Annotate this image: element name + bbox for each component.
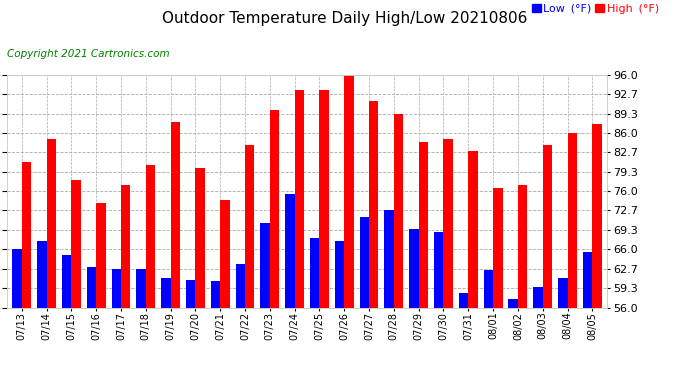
- Bar: [71, 180, 81, 308]
- Bar: [245, 145, 255, 308]
- Bar: [533, 287, 543, 308]
- Bar: [583, 252, 592, 308]
- Bar: [161, 279, 170, 308]
- Bar: [344, 75, 354, 307]
- Bar: [543, 145, 552, 308]
- Bar: [137, 268, 146, 308]
- Bar: [295, 90, 304, 308]
- Bar: [419, 142, 428, 308]
- Bar: [310, 238, 319, 308]
- Bar: [285, 194, 295, 308]
- Bar: [384, 210, 394, 308]
- Bar: [62, 255, 71, 308]
- Bar: [518, 186, 527, 308]
- Bar: [146, 165, 155, 308]
- Bar: [434, 232, 444, 308]
- Bar: [260, 223, 270, 308]
- Bar: [459, 293, 469, 308]
- Bar: [186, 280, 195, 308]
- Bar: [335, 241, 344, 308]
- Bar: [235, 264, 245, 308]
- Bar: [567, 133, 577, 308]
- Bar: [211, 281, 220, 308]
- Bar: [220, 200, 230, 308]
- Bar: [558, 279, 567, 308]
- Text: Copyright 2021 Cartronics.com: Copyright 2021 Cartronics.com: [7, 49, 170, 59]
- Legend: Low  (°F), High  (°F): Low (°F), High (°F): [531, 4, 659, 14]
- Bar: [47, 139, 56, 308]
- Bar: [359, 217, 369, 308]
- Bar: [444, 139, 453, 308]
- Bar: [170, 122, 180, 308]
- Bar: [112, 268, 121, 308]
- Bar: [121, 186, 130, 308]
- Bar: [469, 151, 477, 308]
- Bar: [270, 110, 279, 308]
- Bar: [87, 267, 96, 308]
- Bar: [394, 114, 403, 308]
- Bar: [484, 270, 493, 308]
- Bar: [509, 299, 518, 307]
- Bar: [319, 90, 329, 308]
- Bar: [96, 203, 106, 308]
- Bar: [592, 124, 602, 308]
- Bar: [195, 168, 205, 308]
- Bar: [493, 188, 502, 308]
- Bar: [12, 249, 22, 308]
- Bar: [22, 162, 31, 308]
- Bar: [37, 241, 47, 308]
- Bar: [409, 229, 419, 308]
- Bar: [369, 101, 379, 308]
- Text: Outdoor Temperature Daily High/Low 20210806: Outdoor Temperature Daily High/Low 20210…: [162, 11, 528, 26]
